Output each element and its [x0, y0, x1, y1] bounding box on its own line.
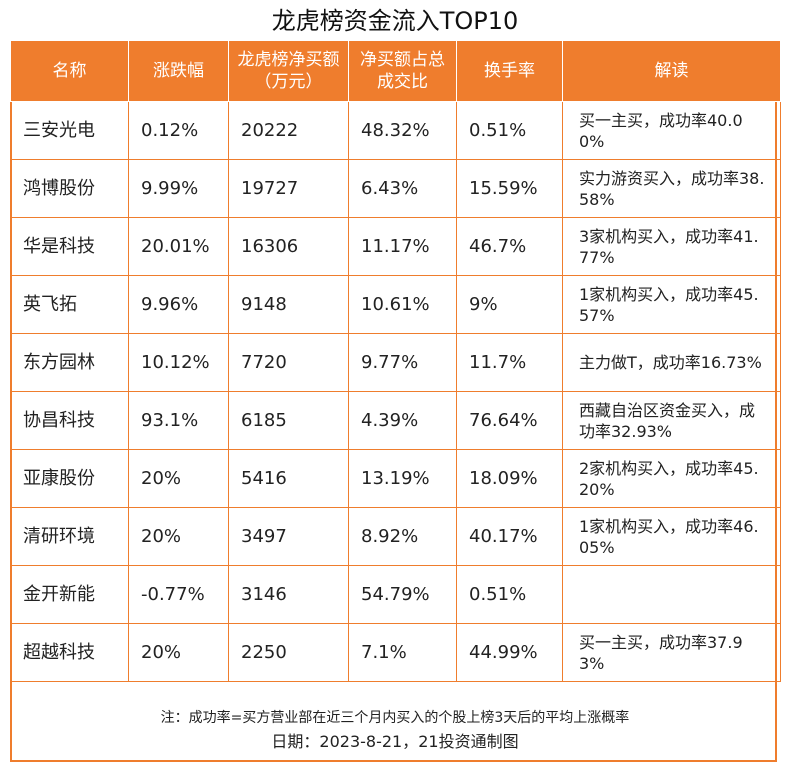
header-note: 解读: [562, 40, 781, 102]
cell-change: 9.96%: [128, 275, 229, 334]
header-change: 涨跌幅: [128, 40, 229, 102]
cell-net-buy: 16306: [228, 217, 349, 276]
cell-note: 西藏自治区资金买入，成功率32.93%: [562, 391, 781, 450]
cell-net-buy: 3497: [228, 507, 349, 566]
cell-name: 超越科技: [10, 623, 129, 682]
cell-change: -0.77%: [128, 565, 229, 624]
table-row: 亚康股份 20% 5416 13.19% 18.09% 2家机构买入，成功率45…: [10, 449, 781, 508]
fund-inflow-table: 名称 涨跌幅 龙虎榜净买额（万元） 净买额占总成交比 换手率 解读 三安光电 0…: [10, 40, 781, 682]
cell-net-buy: 2250: [228, 623, 349, 682]
cell-note: 主力做T，成功率16.73%: [562, 333, 781, 392]
cell-name: 亚康股份: [10, 449, 129, 508]
cell-name: 华是科技: [10, 217, 129, 276]
cell-turnover: 44.99%: [456, 623, 563, 682]
cell-ratio: 9.77%: [348, 333, 457, 392]
cell-ratio: 11.17%: [348, 217, 457, 276]
cell-note: [562, 565, 781, 624]
cell-net-buy: 3146: [228, 565, 349, 624]
table-row: 金开新能 -0.77% 3146 54.79% 0.51%: [10, 565, 781, 624]
cell-name: 三安光电: [10, 101, 129, 160]
cell-note: 实力游资买入，成功率38.58%: [562, 159, 781, 218]
table-row: 华是科技 20.01% 16306 11.17% 46.7% 3家机构买入，成功…: [10, 217, 781, 276]
cell-note: 2家机构买入，成功率45.20%: [562, 449, 781, 508]
cell-ratio: 4.39%: [348, 391, 457, 450]
cell-change: 20%: [128, 623, 229, 682]
cell-name: 英飞拓: [10, 275, 129, 334]
cell-change: 93.1%: [128, 391, 229, 450]
header-ratio: 净买额占总成交比: [348, 40, 457, 102]
cell-ratio: 6.43%: [348, 159, 457, 218]
cell-note: 买一主买，成功率37.93%: [562, 623, 781, 682]
footnote: 注：成功率=买方营业部在近三个月内买入的个股上榜3天后的平均上涨概率: [160, 710, 630, 726]
cell-ratio: 10.61%: [348, 275, 457, 334]
cell-ratio: 7.1%: [348, 623, 457, 682]
table-row: 英飞拓 9.96% 9148 10.61% 9% 1家机构买入，成功率45.57…: [10, 275, 781, 334]
cell-note: 1家机构买入，成功率45.57%: [562, 275, 781, 334]
cell-change: 10.12%: [128, 333, 229, 392]
table-row: 鸿博股份 9.99% 19727 6.43% 15.59% 实力游资买入，成功率…: [10, 159, 781, 218]
cell-turnover: 0.51%: [456, 565, 563, 624]
table-row: 东方园林 10.12% 7720 9.77% 11.7% 主力做T，成功率16.…: [10, 333, 781, 392]
cell-ratio: 13.19%: [348, 449, 457, 508]
cell-note: 买一主买，成功率40.00%: [562, 101, 781, 160]
cell-turnover: 18.09%: [456, 449, 563, 508]
header-turnover: 换手率: [456, 40, 563, 102]
cell-turnover: 40.17%: [456, 507, 563, 566]
cell-net-buy: 19727: [228, 159, 349, 218]
cell-ratio: 48.32%: [348, 101, 457, 160]
cell-net-buy: 5416: [228, 449, 349, 508]
cell-net-buy: 20222: [228, 101, 349, 160]
cell-turnover: 11.7%: [456, 333, 563, 392]
cell-net-buy: 6185: [228, 391, 349, 450]
table-row: 超越科技 20% 2250 7.1% 44.99% 买一主买，成功率37.93%: [10, 623, 781, 682]
cell-name: 东方园林: [10, 333, 129, 392]
header-name: 名称: [10, 40, 129, 102]
table-row: 清研环境 20% 3497 8.92% 40.17% 1家机构买入，成功率46.…: [10, 507, 781, 566]
date-credit: 日期：2023-8-21，21投资通制图: [271, 732, 519, 751]
cell-change: 20%: [128, 507, 229, 566]
header-net-buy: 龙虎榜净买额（万元）: [228, 40, 349, 102]
cell-turnover: 46.7%: [456, 217, 563, 276]
cell-turnover: 76.64%: [456, 391, 563, 450]
cell-name: 鸿博股份: [10, 159, 129, 218]
cell-note: 1家机构买入，成功率46.05%: [562, 507, 781, 566]
cell-ratio: 8.92%: [348, 507, 457, 566]
cell-change: 20%: [128, 449, 229, 508]
cell-ratio: 54.79%: [348, 565, 457, 624]
cell-name: 清研环境: [10, 507, 129, 566]
cell-note: 3家机构买入，成功率41.77%: [562, 217, 781, 276]
cell-turnover: 15.59%: [456, 159, 563, 218]
cell-turnover: 0.51%: [456, 101, 563, 160]
cell-name: 金开新能: [10, 565, 129, 624]
table-row: 协昌科技 93.1% 6185 4.39% 76.64% 西藏自治区资金买入，成…: [10, 391, 781, 450]
table-row: 三安光电 0.12% 20222 48.32% 0.51% 买一主买，成功率40…: [10, 101, 781, 160]
cell-turnover: 9%: [456, 275, 563, 334]
cell-net-buy: 7720: [228, 333, 349, 392]
cell-change: 9.99%: [128, 159, 229, 218]
page-title: 龙虎榜资金流入TOP10: [271, 7, 519, 35]
header-row: 名称 涨跌幅 龙虎榜净买额（万元） 净买额占总成交比 换手率 解读: [10, 40, 781, 102]
cell-change: 0.12%: [128, 101, 229, 160]
cell-net-buy: 9148: [228, 275, 349, 334]
cell-name: 协昌科技: [10, 391, 129, 450]
cell-change: 20.01%: [128, 217, 229, 276]
